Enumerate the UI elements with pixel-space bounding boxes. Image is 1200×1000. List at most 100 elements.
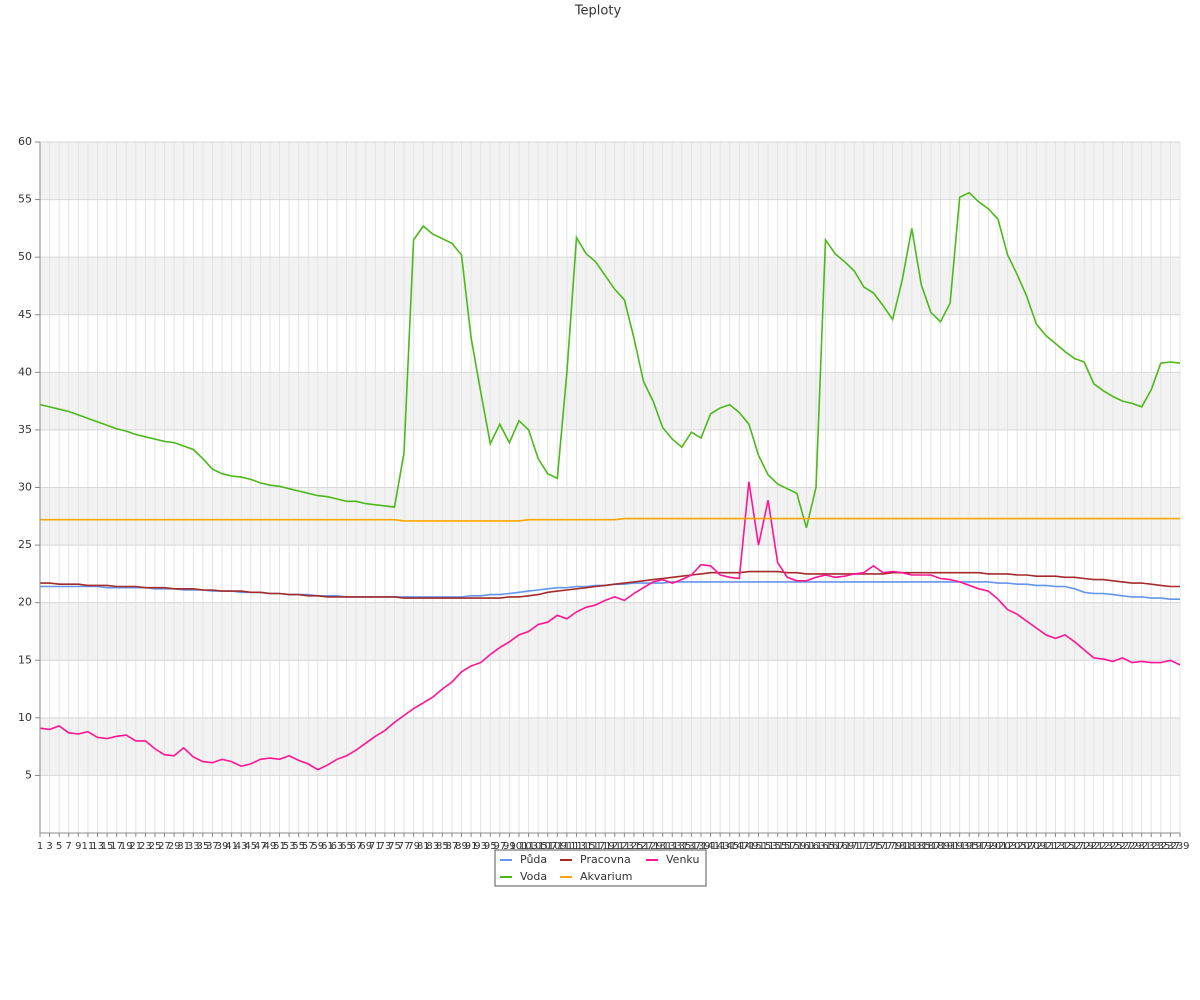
y-tick-label: 30: [18, 481, 32, 494]
x-tick-label: 123: [615, 841, 634, 852]
x-tick-label: 37: [206, 841, 219, 852]
x-tick-label: 31: [177, 841, 190, 852]
x-tick-label: 115: [577, 841, 596, 852]
x-tick-label: 81: [417, 841, 430, 852]
x-tick-label: 65: [340, 841, 353, 852]
x-tick-label: 155: [768, 841, 787, 852]
grid-band: [40, 602, 1180, 661]
legend: Půda Pracovna Venku Voda Akvarium: [494, 849, 707, 887]
x-tick-label: 239: [1170, 841, 1189, 852]
x-tick-label: 181: [893, 841, 912, 852]
x-tick-label: 215: [1055, 841, 1074, 852]
series-lines: [39, 191, 1181, 771]
x-tick-label: 189: [931, 841, 950, 852]
x-tick-label: 73: [379, 841, 392, 852]
x-tick-label: 43: [235, 841, 248, 852]
x-tick-label: 163: [806, 841, 825, 852]
y-tick-label: 45: [18, 308, 32, 321]
x-tick-label: 125: [624, 841, 643, 852]
x-tick-label: 41: [225, 841, 238, 852]
x-tick-label: 39: [216, 841, 229, 852]
x-tick-label: 45: [244, 841, 257, 852]
legend-label: Akvarium: [580, 870, 632, 883]
x-tick-label: 53: [283, 841, 296, 852]
x-tick-label: 187: [921, 841, 940, 852]
y-tick-label: 35: [18, 423, 32, 436]
x-tick-label: 51: [273, 841, 286, 852]
legend-label: Pracovna: [580, 853, 631, 866]
x-tick-label: 13: [91, 841, 104, 852]
x-tick-label: 49: [264, 841, 277, 852]
x-tick-label: 109: [548, 841, 567, 852]
y-tick-label: 20: [18, 596, 32, 609]
x-tick-label: 5: [56, 841, 62, 852]
x-tick-label: 133: [663, 841, 682, 852]
x-tick-label: 161: [797, 841, 816, 852]
y-tick-label: 10: [18, 711, 32, 724]
x-tick-label: 225: [1103, 841, 1122, 852]
x-tick-label: 105: [529, 841, 548, 852]
plot-background: [40, 142, 1180, 776]
x-tick-label: 23: [139, 841, 152, 852]
x-tick-label: 229: [1123, 841, 1142, 852]
x-tick-label: 29: [168, 841, 181, 852]
x-tick-label: 235: [1151, 841, 1170, 852]
x-tick-label: 89: [455, 841, 468, 852]
x-tick-label: 47: [254, 841, 267, 852]
x-tick-label: 159: [787, 841, 806, 852]
x-tick-label: 83: [426, 841, 439, 852]
x-tick-label: 165: [816, 841, 835, 852]
x-tick-label: 201: [988, 841, 1007, 852]
x-tick-label: 231: [1132, 841, 1151, 852]
x-tick-label: 79: [407, 841, 420, 852]
x-tick-label: 111: [557, 841, 576, 852]
x-tick-label: 127: [634, 841, 653, 852]
y-tick-label: 55: [18, 193, 32, 206]
x-tick-label: 183: [902, 841, 921, 852]
x-tick-label: 99: [503, 841, 516, 852]
x-tick-label: 17: [110, 841, 123, 852]
x-tick-label: 141: [701, 841, 720, 852]
x-tick-label: 117: [586, 841, 605, 852]
x-tick-label: 77: [398, 841, 411, 852]
x-tick-label: 57: [302, 841, 315, 852]
x-tick-label: 25: [149, 841, 162, 852]
x-tick-label: 33: [187, 841, 200, 852]
x-tick-label: 139: [691, 841, 710, 852]
x-tick-label: 35: [196, 841, 209, 852]
x-tick-label: 101: [509, 841, 528, 852]
x-tick-label: 213: [1046, 841, 1065, 852]
x-tick-label: 171: [845, 841, 864, 852]
legend-label: Voda: [520, 870, 547, 883]
x-tick-label: 113: [567, 841, 586, 852]
x-tick-label: 209: [1027, 841, 1046, 852]
x-tick-label: 203: [998, 841, 1017, 852]
x-tick-label: 7: [66, 841, 72, 852]
x-tick-label: 131: [653, 841, 672, 852]
legend-box: [494, 849, 707, 887]
x-tick-label: 55: [292, 841, 305, 852]
x-tick-label: 27: [158, 841, 171, 852]
x-tick-label: 169: [835, 841, 854, 852]
x-tick-label: 59: [311, 841, 324, 852]
x-tick-label: 157: [778, 841, 797, 852]
x-tick-label: 75: [388, 841, 401, 852]
grid-band: [40, 372, 1180, 430]
x-tick-label: 211: [1036, 841, 1055, 852]
x-tick-label: 103: [519, 841, 538, 852]
x-tick-label: 15: [101, 841, 114, 852]
axes: 1 3 5 7 9 11131517192123252729313335373941434…: [18, 135, 1190, 852]
x-tick-label: 69: [359, 841, 372, 852]
x-tick-label: 191: [941, 841, 960, 852]
y-tick-label: 15: [18, 653, 32, 666]
grid-band: [40, 142, 1180, 200]
x-tick-label: 219: [1075, 841, 1094, 852]
y-tick-label: 25: [18, 538, 32, 551]
x-tick-label: 91: [465, 841, 478, 852]
x-tick-label: 67: [350, 841, 363, 852]
x-tick-label: 233: [1142, 841, 1161, 852]
x-tick-label: 85: [436, 841, 449, 852]
series-line: [39, 191, 1181, 529]
x-tick-label: 93: [474, 841, 487, 852]
